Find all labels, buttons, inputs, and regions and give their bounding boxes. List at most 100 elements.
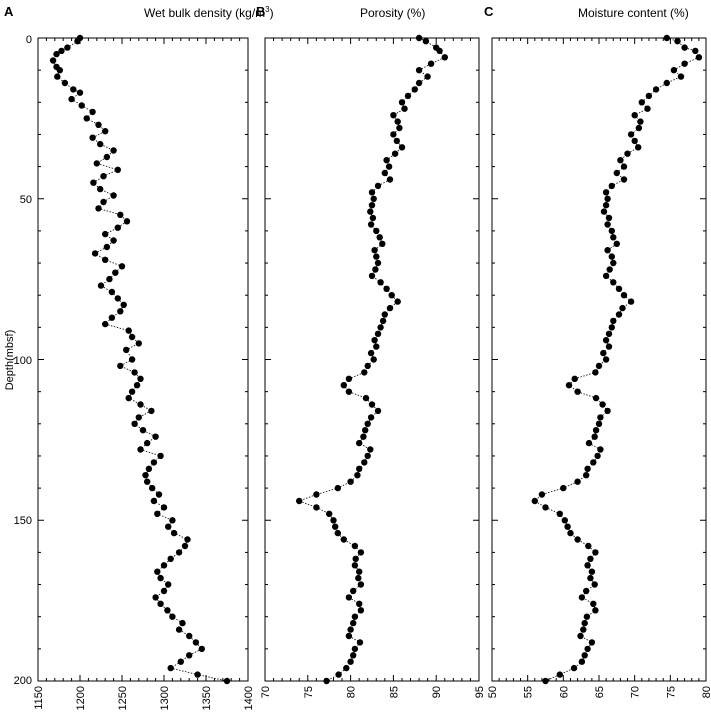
data-point <box>373 253 380 260</box>
data-point <box>677 73 685 80</box>
data-point <box>313 491 320 498</box>
data-point <box>108 288 116 296</box>
data-point <box>404 92 412 100</box>
data-point <box>345 594 353 601</box>
data-point <box>323 677 330 685</box>
x-tick-label: 70 <box>260 686 272 698</box>
data-point <box>142 472 149 479</box>
data-point <box>58 47 65 55</box>
data-point <box>160 562 168 569</box>
data-point <box>118 263 126 270</box>
data-point <box>356 639 364 646</box>
data-point <box>620 176 628 183</box>
data-point <box>615 311 623 318</box>
data-point <box>415 67 423 74</box>
data-point <box>54 73 61 80</box>
data-point <box>591 581 598 588</box>
data-point <box>377 324 384 331</box>
data-point <box>393 137 400 145</box>
data-point <box>578 658 586 665</box>
data-point <box>374 330 382 337</box>
data-point <box>600 208 608 215</box>
data-point <box>53 50 60 58</box>
panel-a-title-text: Wet bulk density (kg/m <box>144 6 265 20</box>
data-point <box>167 555 174 562</box>
data-point <box>157 574 164 582</box>
series-dotted-line <box>52 37 228 682</box>
data-point <box>100 198 107 206</box>
data-point <box>144 439 151 447</box>
x-tick-label: 1200 <box>75 686 87 710</box>
data-point <box>139 427 147 434</box>
data-point <box>350 587 357 595</box>
data-point <box>165 581 172 588</box>
data-point <box>600 349 607 357</box>
data-point <box>340 536 347 543</box>
data-point <box>110 237 117 244</box>
data-point <box>343 664 350 672</box>
x-tick-label: 60 <box>558 686 570 698</box>
data-point <box>181 542 189 550</box>
data-point <box>681 60 688 67</box>
data-point <box>137 401 144 408</box>
data-point <box>604 247 611 254</box>
data-point <box>56 67 63 74</box>
data-point <box>374 259 382 267</box>
data-point <box>186 632 193 640</box>
data-point <box>335 671 342 678</box>
data-point <box>198 645 205 653</box>
data-point <box>574 536 581 543</box>
data-point <box>592 607 599 614</box>
data-point <box>587 574 594 582</box>
data-point <box>587 555 594 562</box>
data-point <box>347 658 354 665</box>
y-tick-label-50: 50 <box>20 194 32 206</box>
data-point <box>610 279 617 286</box>
data-point <box>95 205 102 212</box>
data-point <box>631 112 638 119</box>
y-axis-title: Depth(mbsf) <box>4 330 16 391</box>
data-point <box>663 34 670 42</box>
data-point <box>583 587 590 595</box>
data-point <box>531 497 538 505</box>
data-point <box>355 574 362 582</box>
data-point <box>150 459 158 466</box>
data-point <box>556 671 563 678</box>
data-point <box>602 272 610 280</box>
data-point <box>627 131 635 138</box>
data-point <box>133 382 141 389</box>
data-point <box>604 407 611 415</box>
data-point <box>604 195 611 202</box>
panel-c-title: Moisture content (%) <box>578 6 689 20</box>
panel-c-ticks: 50 55 60 65 70 75 80 <box>487 37 711 698</box>
panel-b: B Porosity (%) 70 75 80 85 90 95 <box>256 4 486 698</box>
data-point <box>584 465 591 472</box>
data-point <box>114 224 122 231</box>
data-point <box>608 182 615 190</box>
data-point <box>361 369 368 376</box>
x-tick-label: 1150 <box>33 686 45 710</box>
data-point <box>357 581 365 588</box>
data-point <box>347 478 354 485</box>
data-point <box>584 562 591 569</box>
data-point <box>578 594 586 601</box>
data-point <box>595 362 603 370</box>
data-point <box>617 157 624 164</box>
data-point <box>422 38 430 45</box>
x-tick-label: 80 <box>701 686 711 698</box>
data-point <box>396 124 403 132</box>
data-point <box>585 439 593 447</box>
data-point <box>564 523 571 530</box>
data-point <box>184 536 191 543</box>
data-point <box>583 472 590 479</box>
data-point <box>350 619 357 627</box>
data-point <box>135 340 142 347</box>
data-point <box>110 147 117 154</box>
data-point <box>411 86 418 93</box>
data-point <box>391 150 399 157</box>
data-point <box>131 369 138 376</box>
data-point <box>592 427 600 434</box>
panel-a-frame <box>37 37 249 682</box>
data-point <box>574 478 581 485</box>
x-tick-label: 85 <box>388 686 400 698</box>
